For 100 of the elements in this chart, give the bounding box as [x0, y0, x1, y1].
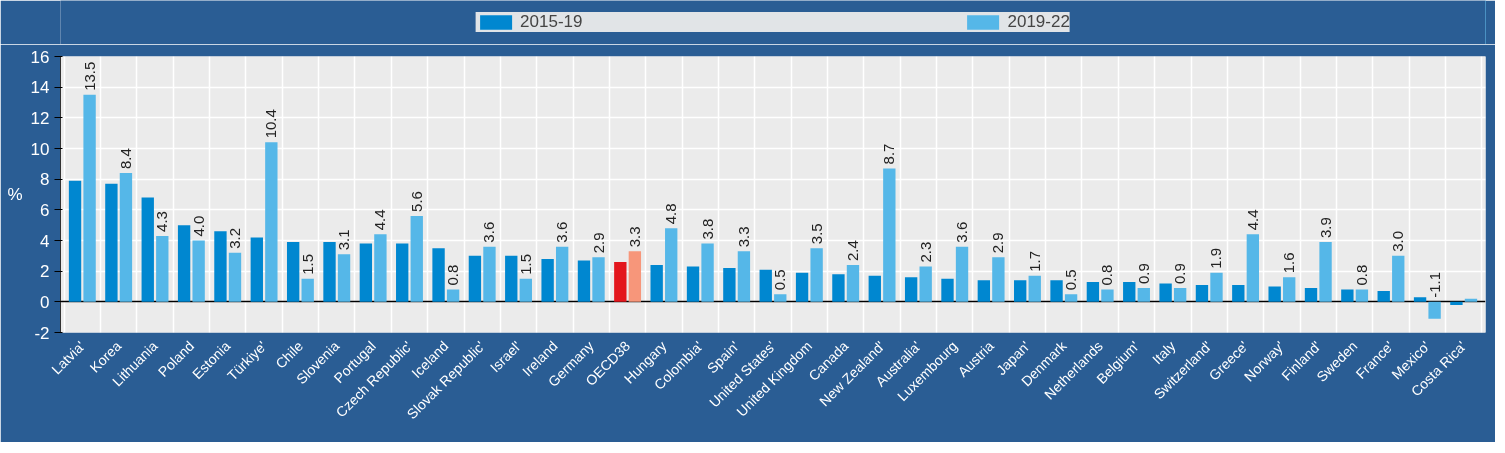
bar [941, 278, 954, 302]
bar [1050, 280, 1063, 302]
data-label: 13.5 [80, 61, 98, 91]
y-axis-title: % [7, 185, 23, 204]
bar [1210, 272, 1223, 302]
bar [846, 265, 860, 302]
bar [1464, 298, 1478, 302]
data-label: 2.4 [843, 240, 861, 262]
y-tick-label: 4 [40, 231, 50, 251]
data-label: 1.9 [1207, 247, 1225, 269]
bar [105, 183, 118, 302]
bar [883, 168, 896, 302]
bar [832, 274, 845, 302]
bar [301, 278, 314, 302]
bar [265, 142, 278, 302]
data-label: 4.4 [1243, 209, 1261, 231]
data-label: 3.6 [553, 221, 571, 243]
data-label: 2.9 [589, 232, 607, 254]
y-tick-label: 6 [40, 200, 50, 220]
bar [810, 248, 823, 302]
y-tick-label: 8 [40, 170, 50, 190]
data-label: 8.4 [116, 148, 134, 170]
data-label: 0.8 [444, 264, 462, 286]
bar [1028, 275, 1041, 302]
bar [1014, 280, 1027, 302]
bar [541, 258, 554, 302]
data-label: 2.9 [989, 232, 1007, 254]
bar [1341, 289, 1354, 302]
data-label: 0.5 [771, 269, 789, 291]
data-label: 0.9 [1134, 263, 1152, 285]
data-label: 1.5 [298, 253, 316, 275]
bar [483, 246, 496, 302]
data-label: 1.6 [1280, 252, 1298, 274]
bar [68, 180, 82, 302]
bar [214, 231, 227, 302]
legend-label: 2019-22 [1007, 12, 1070, 32]
bar [228, 252, 242, 302]
bar [1268, 286, 1281, 302]
bar [286, 242, 300, 302]
bar [686, 266, 700, 302]
bar [156, 235, 169, 302]
data-label: 3.8 [698, 218, 716, 240]
data-label: 5.6 [407, 191, 425, 212]
bar [1123, 281, 1136, 302]
bar [577, 260, 591, 302]
bar [432, 248, 445, 302]
bar [468, 255, 482, 302]
data-label: 4.3 [153, 211, 171, 232]
bar [119, 173, 133, 302]
data-label: 0.8 [1352, 264, 1370, 286]
bar [555, 246, 569, 302]
bar [955, 246, 969, 302]
data-label: 3.5 [807, 223, 825, 245]
bar [1159, 283, 1172, 302]
bar [1246, 234, 1260, 302]
data-label: 1.5 [516, 253, 534, 275]
bar [774, 294, 787, 302]
bar [723, 268, 736, 302]
bar [1304, 288, 1318, 302]
data-label: 0.5 [1062, 269, 1080, 291]
y-tick-label: 10 [30, 139, 50, 159]
bar [323, 242, 336, 302]
data-label: 4.4 [371, 209, 389, 231]
bar [1086, 281, 1100, 302]
data-label: 3.3 [625, 226, 643, 248]
data-label: 3.6 [953, 221, 971, 243]
data-label: 0.9 [1171, 263, 1189, 285]
data-label: 0.8 [1098, 264, 1116, 286]
bar [665, 228, 678, 302]
bar [868, 275, 881, 302]
bar [1355, 289, 1369, 302]
data-label: 3.6 [480, 221, 498, 243]
data-label: 3.9 [1316, 217, 1334, 239]
bar [192, 240, 205, 302]
bar [1377, 291, 1390, 302]
data-label: 4.0 [189, 215, 207, 237]
data-label: 2.3 [916, 241, 934, 263]
y-tick-label: 2 [40, 262, 50, 282]
bar [337, 254, 351, 302]
data-label: 3.1 [335, 229, 353, 251]
bar [592, 257, 605, 302]
bar [505, 255, 518, 302]
bar [1283, 277, 1296, 302]
bar [1137, 288, 1150, 302]
bar [1319, 242, 1332, 302]
y-tick-label: 14 [30, 78, 50, 98]
bar [1173, 288, 1187, 302]
bar [1064, 294, 1078, 302]
bar [701, 243, 714, 302]
bar [1428, 301, 1441, 319]
bar [1413, 297, 1427, 302]
y-tick-label: 12 [30, 108, 50, 128]
bar [141, 197, 154, 302]
bar [1101, 289, 1114, 302]
data-label: 3.0 [1389, 230, 1407, 252]
y-tick-label: -2 [34, 323, 50, 343]
bar [1195, 284, 1209, 302]
data-label: 3.2 [225, 227, 243, 249]
bar [1392, 255, 1405, 302]
bar [614, 261, 627, 302]
